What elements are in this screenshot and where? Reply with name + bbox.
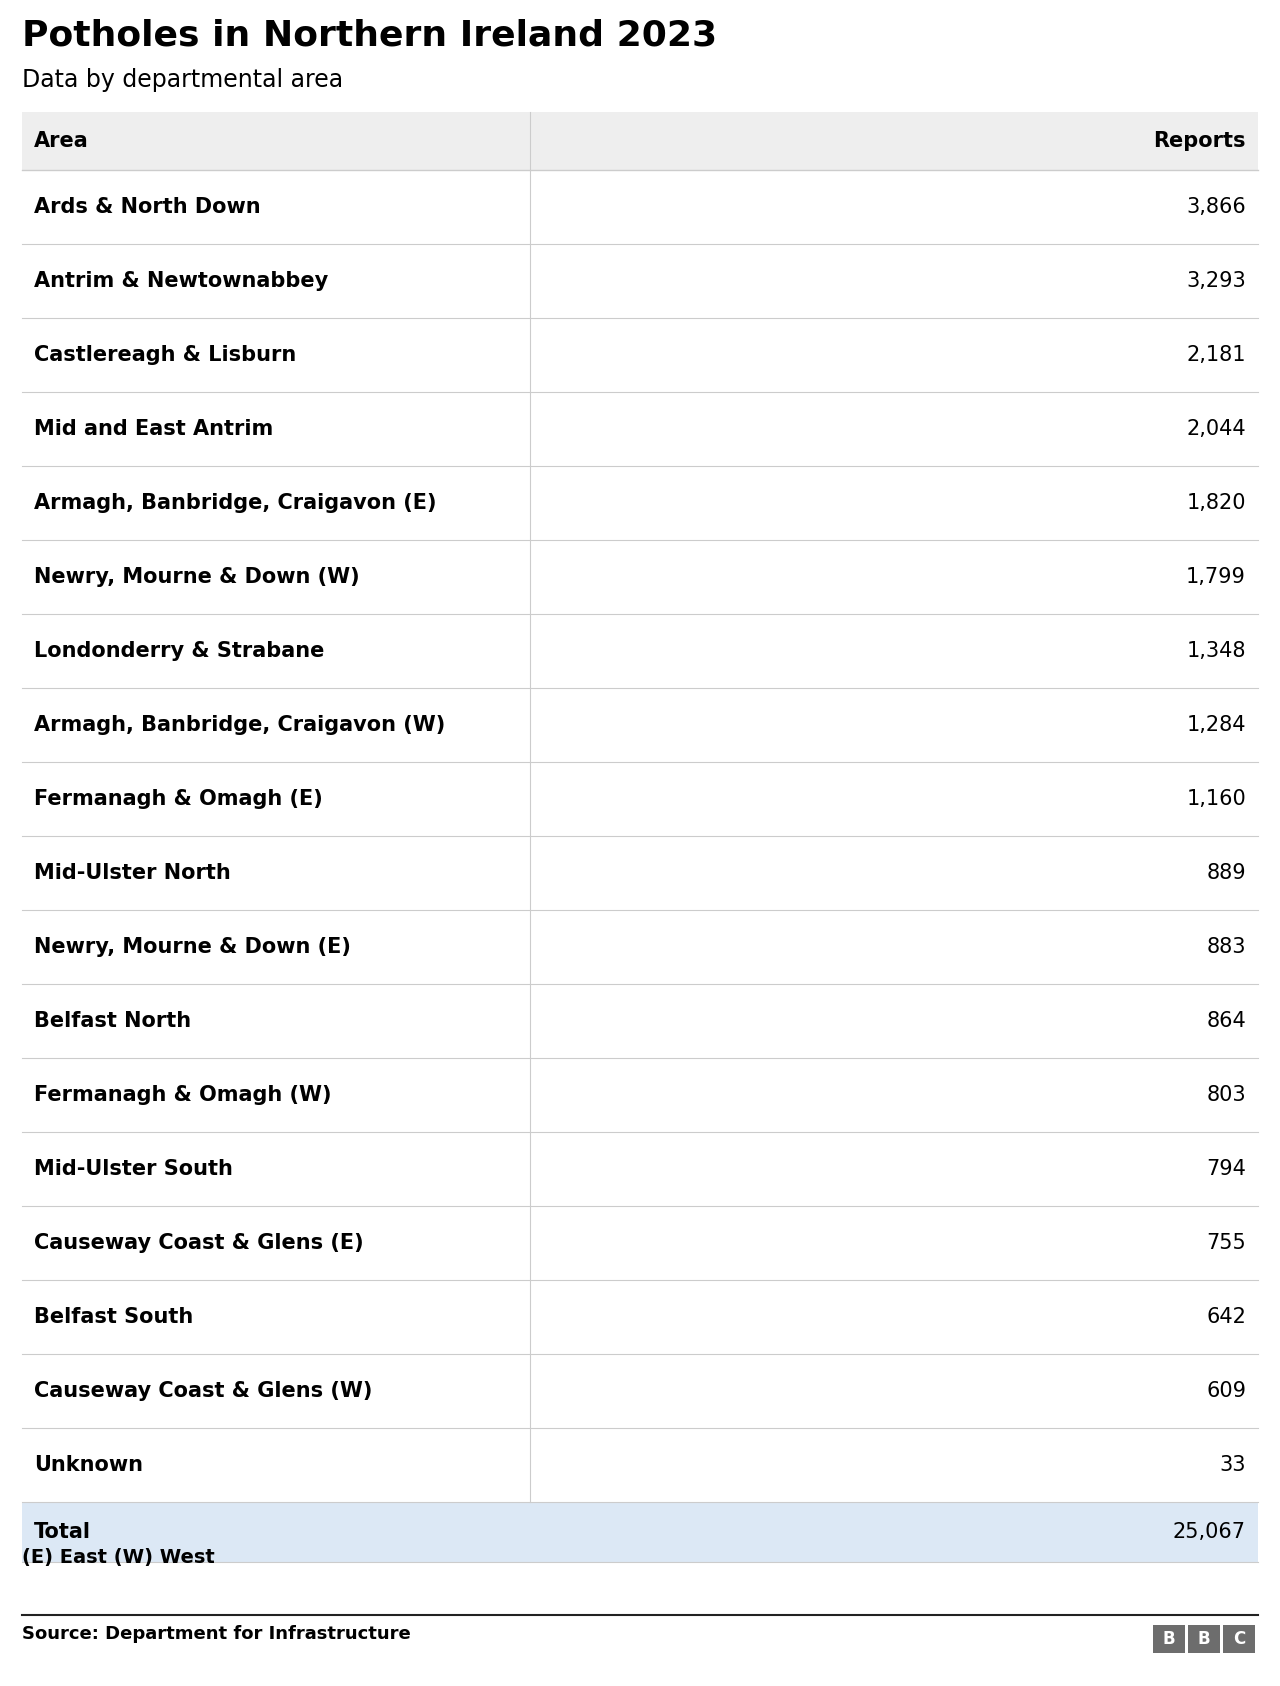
Bar: [22, 111, 1258, 170]
Bar: [1222, 1625, 1254, 1652]
Text: 33: 33: [1220, 1455, 1245, 1475]
Text: Data by departmental area: Data by departmental area: [22, 67, 343, 93]
Text: 609: 609: [1206, 1381, 1245, 1401]
Text: 2,181: 2,181: [1187, 346, 1245, 364]
Bar: [22, 465, 1258, 540]
Bar: [22, 836, 1258, 910]
Text: Mid and East Antrim: Mid and East Antrim: [35, 420, 273, 438]
Text: Ards & North Down: Ards & North Down: [35, 197, 261, 217]
Text: 889: 889: [1206, 863, 1245, 883]
Bar: [22, 985, 1258, 1059]
Text: Unknown: Unknown: [35, 1455, 143, 1475]
Bar: [22, 910, 1258, 985]
Text: Source: Department for Infrastructure: Source: Department for Infrastructure: [22, 1625, 411, 1642]
Text: Newry, Mourne & Down (E): Newry, Mourne & Down (E): [35, 937, 351, 958]
Bar: [22, 1502, 1258, 1561]
Bar: [22, 540, 1258, 614]
Text: Fermanagh & Omagh (E): Fermanagh & Omagh (E): [35, 789, 323, 809]
Bar: [22, 1059, 1258, 1131]
Text: 3,866: 3,866: [1187, 197, 1245, 217]
Text: 1,799: 1,799: [1187, 566, 1245, 587]
Text: B: B: [1198, 1630, 1211, 1647]
Text: B: B: [1162, 1630, 1175, 1647]
Bar: [22, 1280, 1258, 1354]
Text: 642: 642: [1206, 1307, 1245, 1327]
Text: (E) East (W) West: (E) East (W) West: [22, 1548, 215, 1566]
Text: Belfast South: Belfast South: [35, 1307, 193, 1327]
Bar: [22, 170, 1258, 244]
Text: Causeway Coast & Glens (W): Causeway Coast & Glens (W): [35, 1381, 372, 1401]
Bar: [22, 319, 1258, 393]
Text: 803: 803: [1206, 1086, 1245, 1104]
Bar: [1188, 1625, 1220, 1652]
Text: Armagh, Banbridge, Craigavon (W): Armagh, Banbridge, Craigavon (W): [35, 715, 445, 735]
Bar: [22, 244, 1258, 319]
Text: Mid-Ulster South: Mid-Ulster South: [35, 1158, 233, 1179]
Bar: [22, 1205, 1258, 1280]
Text: Belfast North: Belfast North: [35, 1012, 191, 1032]
Text: Antrim & Newtownabbey: Antrim & Newtownabbey: [35, 271, 328, 292]
Text: 1,284: 1,284: [1187, 715, 1245, 735]
Text: 794: 794: [1206, 1158, 1245, 1179]
Bar: [1153, 1625, 1185, 1652]
Text: 2,044: 2,044: [1187, 420, 1245, 438]
Text: Armagh, Banbridge, Craigavon (E): Armagh, Banbridge, Craigavon (E): [35, 492, 436, 513]
Text: Newry, Mourne & Down (W): Newry, Mourne & Down (W): [35, 566, 360, 587]
Text: Castlereagh & Lisburn: Castlereagh & Lisburn: [35, 346, 296, 364]
Text: Fermanagh & Omagh (W): Fermanagh & Omagh (W): [35, 1086, 332, 1104]
Text: C: C: [1233, 1630, 1245, 1647]
Text: 1,820: 1,820: [1187, 492, 1245, 513]
Bar: [22, 393, 1258, 465]
Text: Reports: Reports: [1153, 132, 1245, 152]
Text: Londonderry & Strabane: Londonderry & Strabane: [35, 641, 324, 661]
Text: 25,067: 25,067: [1172, 1522, 1245, 1543]
Bar: [22, 614, 1258, 688]
Text: Mid-Ulster North: Mid-Ulster North: [35, 863, 230, 883]
Bar: [22, 1131, 1258, 1205]
Text: 3,293: 3,293: [1187, 271, 1245, 292]
Text: Causeway Coast & Glens (E): Causeway Coast & Glens (E): [35, 1232, 364, 1253]
Text: 864: 864: [1206, 1012, 1245, 1032]
Text: 1,160: 1,160: [1187, 789, 1245, 809]
Bar: [22, 762, 1258, 836]
Text: Potholes in Northern Ireland 2023: Potholes in Northern Ireland 2023: [22, 19, 717, 52]
Text: Area: Area: [35, 132, 88, 152]
Text: Total: Total: [35, 1522, 91, 1543]
Bar: [22, 688, 1258, 762]
Bar: [22, 1428, 1258, 1502]
Bar: [22, 1354, 1258, 1428]
Text: 1,348: 1,348: [1187, 641, 1245, 661]
Text: 755: 755: [1206, 1232, 1245, 1253]
Text: 883: 883: [1207, 937, 1245, 958]
